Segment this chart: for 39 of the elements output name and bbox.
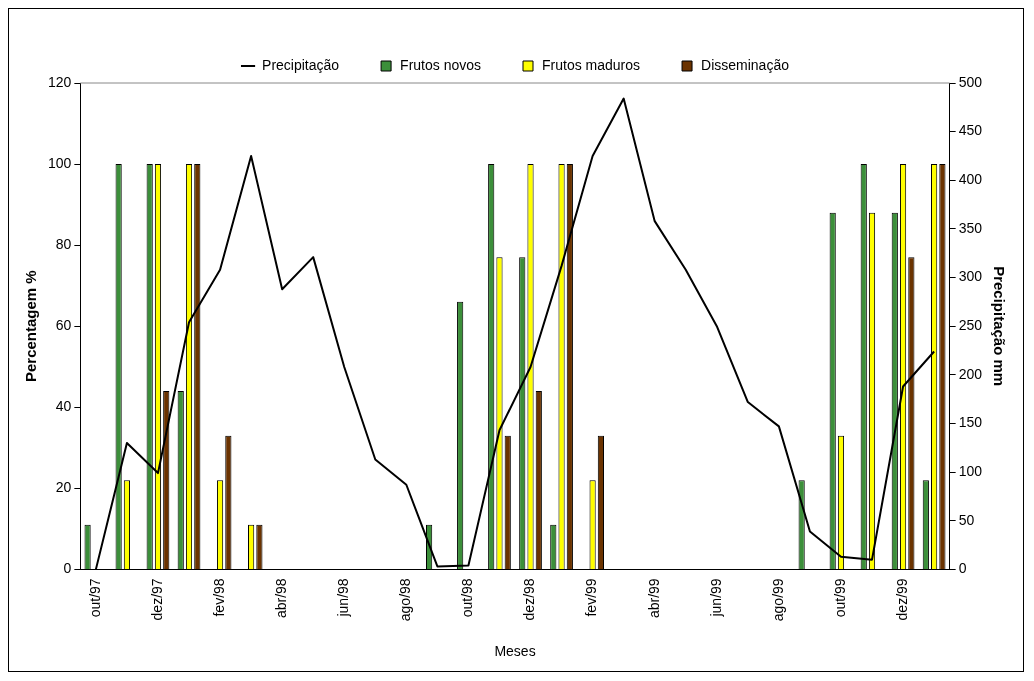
y-tick-label: 80: [55, 235, 72, 252]
y2-tick-label: 350: [958, 219, 983, 236]
legend-label: Frutos novos: [400, 56, 482, 73]
y2-tick-label: 50: [958, 511, 975, 528]
legend-label: Precipitação: [262, 56, 340, 73]
x-tick-label: fev/98: [210, 578, 227, 617]
y2-axis-title: Precipitação mm: [990, 266, 1008, 387]
y2-tick-label: 400: [958, 171, 983, 188]
y2-tick-label: 250: [958, 317, 983, 334]
x-tick-label: dez/98: [521, 578, 538, 621]
x-tick-label: ago/99: [769, 578, 786, 622]
y2-tick-label: 0: [958, 560, 967, 577]
x-tick-label: out/99: [831, 578, 848, 618]
y2-tick-label: 100: [958, 462, 983, 479]
legend-label: Frutos maduros: [542, 56, 641, 73]
y2-tick-label: 450: [958, 122, 983, 139]
y-tick-label: 120: [48, 73, 72, 90]
x-axis-title: Meses: [494, 643, 536, 660]
y2-tick-label: 150: [958, 414, 983, 431]
y-tick-label: 100: [48, 154, 72, 171]
y-tick-label: 40: [55, 398, 72, 415]
x-tick-label: ago/98: [397, 578, 414, 622]
y2-tick-label: 300: [958, 268, 983, 285]
x-tick-label: abr/99: [645, 578, 662, 619]
x-tick-label: dez/97: [148, 578, 165, 621]
x-tick-label: jun/98: [335, 578, 352, 618]
y-tick-label: 20: [55, 479, 72, 496]
y-tick-label: 60: [55, 317, 72, 334]
x-tick-label: dez/99: [893, 578, 910, 621]
y2-tick-label: 200: [958, 365, 983, 382]
x-tick-label: out/98: [459, 578, 476, 618]
x-tick-label: abr/98: [273, 578, 290, 619]
y-axis-title: Percentagem %: [22, 270, 40, 383]
x-tick-label: jun/99: [707, 578, 724, 618]
legend-label: Disseminação: [701, 56, 790, 73]
y2-tick-label: 500: [958, 73, 983, 90]
x-tick-label: out/97: [86, 578, 103, 618]
x-tick-label: fev/99: [583, 578, 600, 617]
y-tick-label: 0: [63, 560, 72, 577]
